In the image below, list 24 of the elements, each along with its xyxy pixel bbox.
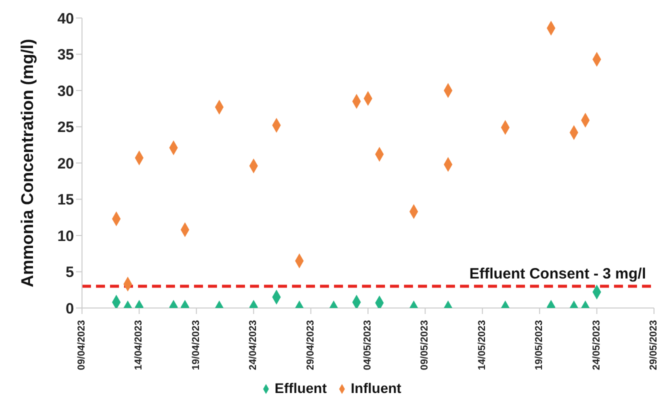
x-tick-label: 14/04/2023 (134, 320, 145, 370)
x-tick-label: 19/05/2023 (534, 320, 546, 370)
x-tick-label: 09/04/2023 (76, 320, 88, 370)
y-tick-label: 35 (57, 46, 74, 64)
x-tick-label: 29/05/2023 (648, 320, 660, 370)
x-tick-label: 09/05/2023 (420, 320, 431, 370)
x-tick-label: 04/05/2023 (362, 320, 374, 370)
y-tick-label: 5 (66, 264, 74, 282)
y-axis-title: Ammonia Concentration (mg/l) (18, 38, 38, 288)
x-tick-label: 14/05/2023 (476, 320, 488, 370)
x-tick-label: 24/05/2023 (591, 320, 602, 370)
y-tick-label: 15 (57, 192, 74, 209)
y-tick-label: 0 (66, 300, 74, 318)
legend-label: Influent (350, 380, 402, 396)
y-tick-label: 25 (57, 119, 74, 136)
x-tick-label: 19/04/2023 (190, 320, 202, 370)
y-tick-label: 30 (57, 82, 74, 100)
ref-line-label: Effluent Consent - 3 mg/l (469, 265, 646, 282)
x-tick-label: 24/04/2023 (248, 320, 260, 370)
legend-label: Effluent (274, 380, 327, 396)
y-tick-label: 10 (57, 228, 74, 245)
y-tick-label: 20 (57, 155, 74, 172)
x-tick-label: 29/04/2023 (305, 320, 316, 370)
y-tick-label: 40 (57, 10, 74, 28)
